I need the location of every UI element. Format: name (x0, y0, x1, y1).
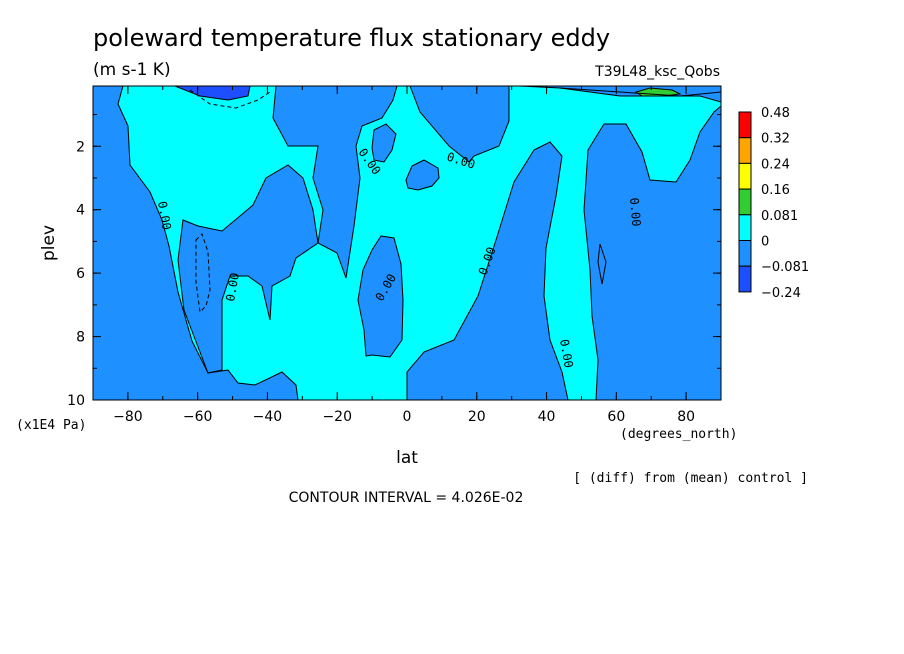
negative-region-small (405, 159, 440, 191)
y-axis-title: plev (39, 225, 59, 261)
x-tick-label: 60 (607, 409, 625, 425)
negative-region-small2 (371, 123, 397, 163)
negative-region-nh-pole (583, 105, 721, 400)
negative-region-eq (357, 235, 404, 358)
contour-label: 0.00 (557, 338, 576, 369)
colorbar-label: 0.48 (761, 106, 790, 121)
colorbar-swatch (738, 111, 752, 139)
negative-region-sh-tongue (177, 164, 319, 374)
run-label: T39L48_ksc_Qobs (594, 64, 720, 80)
colorbar-label: −0.081 (761, 260, 809, 275)
y-tick-label: 6 (76, 266, 85, 282)
negative-region-nh (406, 141, 569, 400)
note-label: [ (diff) from (mean) control ] (573, 471, 808, 486)
colorbar-swatch (738, 137, 752, 164)
x-tick-label: 80 (677, 409, 695, 425)
y-tick-label: 4 (76, 203, 85, 219)
colorbar-label: 0.24 (761, 157, 790, 172)
x-tick-label: −80 (113, 409, 143, 425)
x-tick-label: −20 (322, 409, 352, 425)
x-tick-label: −40 (253, 409, 283, 425)
x-tick-label: −60 (183, 409, 213, 425)
colorbar-label: 0 (761, 235, 769, 250)
x-axis-title: lat (396, 448, 418, 468)
contour-label: 0.00 (627, 197, 643, 227)
y-tick-label: 8 (76, 330, 85, 346)
contour-label: 0.00 (155, 200, 174, 231)
colorbar-label: −0.24 (761, 286, 801, 301)
y-tick-label: 10 (67, 393, 85, 409)
contour-interval-label: CONTOUR INTERVAL = 4.026E-02 (289, 490, 524, 506)
x-tick-label: 40 (538, 409, 556, 425)
x-axis: −80 −60 −40 −20 0 20 40 60 80 (92, 86, 722, 425)
colorbar-swatch (738, 265, 752, 293)
y-units-label: (x1E4 Pa) (16, 418, 86, 433)
y-axis: 2 4 6 8 10 (67, 114, 721, 409)
x-tick-label: 0 (403, 409, 412, 425)
colorbar: 0.48 0.32 0.24 0.16 0.081 0 −0.081 −0.24 (738, 106, 809, 301)
colorbar-label: 0.16 (761, 183, 790, 198)
x-units-label: (degrees_north) (620, 427, 737, 442)
units-label: (m s-1 K) (93, 60, 171, 80)
colorbar-label: 0.32 (761, 132, 790, 147)
colorbar-swatch (738, 162, 752, 190)
chart-title: poleward temperature flux stationary edd… (93, 24, 610, 52)
dashed-contour-1 (195, 233, 211, 314)
colorbar-swatch (738, 240, 752, 267)
colorbar-swatch (738, 214, 752, 242)
negative-region-sh (93, 86, 510, 279)
plot-area (93, 86, 721, 400)
thin-contour (597, 243, 607, 285)
colorbar-label: 0.081 (761, 209, 798, 224)
x-tick-label: 20 (468, 409, 486, 425)
y-tick-label: 2 (76, 139, 85, 155)
dashed-contour-2 (189, 89, 271, 109)
contour-label: 0.00 (223, 272, 242, 303)
colorbar-swatch (738, 188, 752, 216)
thin-contour-top (559, 87, 721, 97)
